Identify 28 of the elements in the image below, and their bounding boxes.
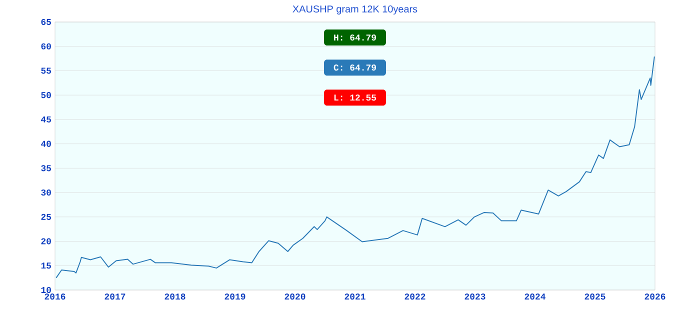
annotation: H: 64.79 (334, 34, 376, 41)
y-tick-label: 20 (41, 238, 51, 244)
y-tick-label: 30 (41, 189, 51, 196)
annotation: L: 12.55 (334, 94, 376, 101)
x-tick-label: 2020 (284, 294, 306, 300)
y-tick-label: 55 (41, 68, 52, 74)
x-tick-label: 2025 (584, 294, 606, 300)
y-tick-label: 10 (41, 286, 51, 294)
x-tick-label: 2018 (164, 294, 186, 300)
y-tick-label: 50 (41, 92, 51, 98)
x-tick-label: 2024 (524, 294, 546, 300)
line-series (56, 56, 655, 278)
y-tick-label: 25 (41, 214, 52, 220)
x-tick-label: 2016 (44, 294, 66, 300)
x-tick-label: 2022 (404, 294, 426, 300)
x-tick-label: 2019 (224, 294, 246, 300)
y-tick-label: 65 (41, 18, 52, 26)
y-tick-label: 45 (41, 116, 52, 122)
annotation: C: 64.79 (334, 64, 376, 71)
y-tick-label: 35 (41, 165, 52, 172)
x-tick-label: 2017 (104, 294, 126, 300)
x-tick-label: 2023 (464, 294, 486, 300)
chart-title: XAUSHP gram 12K 10years (292, 5, 418, 14)
y-tick-label: 40 (41, 140, 51, 147)
y-tick-label: 15 (41, 262, 52, 269)
x-tick-label: 2021 (344, 294, 366, 300)
x-tick-label: 2026 (644, 294, 666, 300)
y-tick-label: 60 (41, 43, 51, 50)
